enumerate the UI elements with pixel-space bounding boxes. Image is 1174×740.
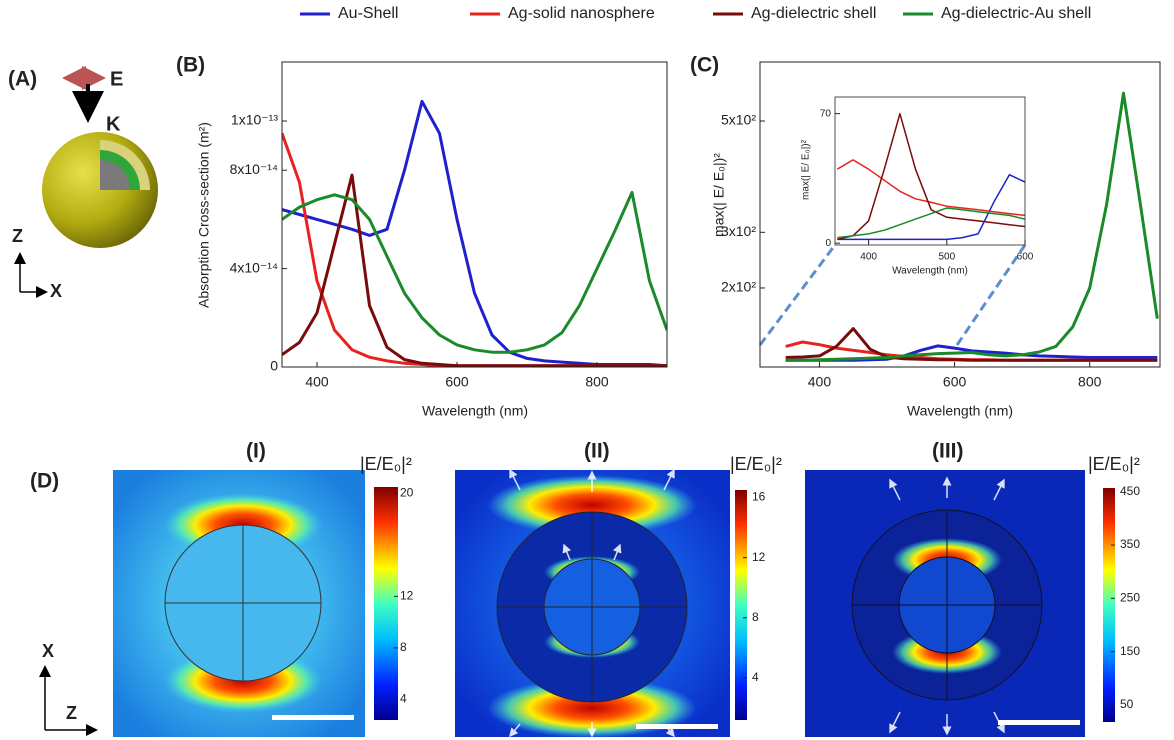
panel-label: (I) (246, 440, 266, 463)
colorbar-title: |E/E₀|² (360, 454, 412, 474)
x-axis-label: Wavelength (nm) (907, 403, 1013, 419)
x-axis-label: Wavelength (nm) (892, 266, 968, 277)
field-label: E (110, 68, 123, 90)
axis-label: X (42, 641, 54, 661)
series-line (785, 91, 1159, 362)
plot-frame (281, 61, 668, 368)
x-tick-label: 400 (860, 252, 877, 263)
field-map (455, 468, 730, 738)
series-line (837, 112, 1025, 241)
inset-background (835, 97, 1025, 245)
panel-label: (D) (30, 470, 59, 493)
x-tick-label: 500 (938, 252, 955, 263)
x-tick-label: 800 (1078, 374, 1102, 390)
zoom-guide (758, 244, 837, 346)
legend-label: Ag-dielectric shell (751, 5, 876, 22)
y-axis-label: Absorption Cross-section (m²) (196, 122, 212, 308)
y-tick-label: 8x10⁻¹⁴ (230, 161, 278, 177)
y-tick-label: 4x10⁻¹⁴ (230, 259, 278, 275)
colorbar-tick-label: 12 (400, 589, 414, 603)
series-line (282, 99, 667, 367)
colorbar-tick-label: 12 (752, 550, 766, 564)
series-line (282, 190, 667, 354)
series-line (282, 132, 667, 367)
x-tick-label: 400 (305, 374, 329, 390)
colorbar-tick-label: 8 (752, 610, 759, 624)
colorbar (735, 490, 747, 720)
colorbar-tick-label: 4 (752, 670, 759, 684)
colorbar-tick-label: 250 (1120, 591, 1140, 605)
y-tick-label: 70 (820, 108, 832, 119)
colorbar-tick-label: 20 (400, 486, 414, 500)
x-tick-label: 800 (585, 374, 609, 390)
schematic (14, 66, 158, 298)
axis-label: Z (66, 703, 77, 723)
panel-label: (C) (690, 54, 719, 77)
plot-frame (834, 96, 1026, 246)
x-tick-label: 600 (1017, 252, 1034, 263)
series-line (836, 159, 1025, 217)
panel-label: (II) (584, 440, 610, 463)
field-map (113, 470, 365, 737)
field-map (805, 470, 1085, 737)
colorbar-tick-label: 4 (400, 692, 407, 706)
colorbar-tick-label: 8 (400, 640, 407, 654)
panel-label: (III) (932, 440, 964, 463)
axis-label: X (50, 281, 62, 301)
y-axis-label: max(| E/ E₀|)² (711, 153, 727, 237)
y-tick-label: 5x10² (721, 112, 756, 128)
y-tick-label: 2x10² (721, 279, 756, 295)
y-axis-label: max(| E/ E₀|)² (801, 139, 812, 200)
zoom-guide (955, 244, 1027, 346)
panel-label: (A) (8, 68, 37, 91)
colorbar-tick-label: 450 (1120, 484, 1140, 498)
colorbar-title: |E/E₀|² (730, 454, 782, 474)
x-tick-label: 600 (943, 374, 967, 390)
x-axis-label: Wavelength (nm) (422, 403, 528, 419)
series-line (837, 207, 1025, 239)
plot-frame (759, 61, 1161, 368)
panel-label: (B) (176, 54, 205, 77)
colorbar-tick-label: 350 (1120, 537, 1140, 551)
y-tick-label: 0 (270, 358, 278, 374)
series-line (785, 327, 1158, 362)
axis-label: Z (12, 226, 23, 246)
series-line (837, 173, 1025, 241)
legend-label: Ag-solid nanosphere (508, 5, 655, 22)
legend-label: Ag-dielectric-Au shell (941, 5, 1091, 22)
x-tick-label: 600 (445, 374, 469, 390)
wavevector-label: K (106, 113, 121, 135)
y-tick-label: 3x10² (721, 223, 756, 239)
colorbar-title: |E/E₀|² (1088, 454, 1140, 474)
colorbar-tick-label: 150 (1120, 644, 1140, 658)
y-tick-label: 1x10⁻¹³ (231, 112, 278, 128)
y-tick-label: 0 (825, 238, 831, 249)
colorbar-tick-label: 16 (752, 490, 766, 504)
legend-label: Au-Shell (338, 5, 398, 22)
colorbar (1103, 488, 1115, 722)
colorbar-tick-label: 50 (1120, 697, 1134, 711)
colorbar (374, 487, 398, 720)
x-tick-label: 400 (808, 374, 832, 390)
